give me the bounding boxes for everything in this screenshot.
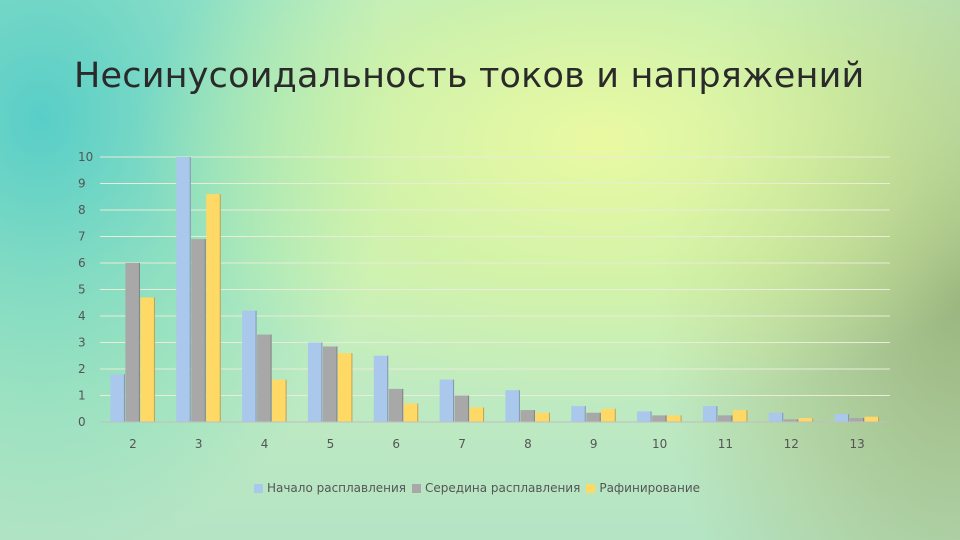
legend-label: Рафинирование	[599, 481, 701, 495]
y-tick-label: 1	[78, 389, 86, 403]
bar-Рафинирование-7	[469, 407, 485, 422]
y-tick-label: 0	[78, 415, 86, 429]
x-axis-ticks: 2 3 4 5 6 7 8 9 10 11 12 13	[129, 437, 865, 451]
legend-item: Рафинирование	[586, 481, 700, 495]
y-tick-label: 6	[78, 256, 86, 270]
bar-Рафинирование-6	[403, 403, 419, 422]
x-tick-label: 11	[718, 437, 733, 451]
bar-Середина расплавления-8	[520, 410, 535, 422]
x-tick-label: 6	[392, 437, 400, 451]
bar-Середина расплавления-4	[257, 334, 272, 422]
y-tick-label: 2	[78, 362, 86, 376]
gridlines	[100, 156, 890, 396]
legend-label: Начало расплавления	[266, 481, 407, 495]
x-tick-label: 8	[524, 437, 532, 451]
bar-Середина расплавления-12	[783, 419, 799, 422]
y-tick-label: 4	[78, 309, 86, 323]
y-axis-ticks: 0 1 2 3 4 5 6 7 8 9 10	[78, 150, 93, 429]
bar-Середина расплавления-13	[849, 418, 865, 422]
x-tick-label: 12	[784, 437, 799, 451]
bar-Середина расплавления-10	[652, 415, 667, 422]
x-tick-label: 13	[849, 437, 864, 451]
bars	[110, 157, 880, 422]
y-tick-label: 8	[78, 203, 86, 217]
bar-Рафинирование-2	[140, 297, 155, 422]
y-tick-label: 9	[78, 177, 86, 191]
bar-Начало расплавления-7	[439, 379, 455, 422]
bar-Начало расплавления-12	[768, 412, 784, 422]
bar-Начало расплавления-9	[571, 406, 586, 422]
bar-Середина расплавления-5	[322, 346, 338, 422]
bar-Начало расплавления-5	[307, 342, 323, 422]
bar-Рафинирование-5	[337, 353, 353, 422]
y-tick-label: 3	[78, 336, 86, 350]
x-tick-label: 3	[195, 437, 203, 451]
legend-swatch	[253, 483, 263, 493]
bar-Начало расплавления-4	[242, 310, 257, 422]
bar-Начало расплавления-13	[834, 414, 850, 422]
bar-Рафинирование-9	[601, 408, 616, 422]
bar-Середина расплавления-11	[717, 415, 733, 422]
x-tick-label: 7	[458, 437, 466, 451]
x-tick-label: 10	[652, 437, 667, 451]
bar-Рафинирование-13	[864, 416, 880, 422]
bar-Рафинирование-11	[732, 410, 748, 422]
bar-Середина расплавления-2	[125, 263, 140, 422]
legend-label: Середина расплавления	[425, 481, 581, 495]
y-tick-label: 5	[78, 283, 86, 297]
bar-Середина расплавления-9	[586, 412, 601, 422]
chart-legend: Начало расплавления Середина расплавления…	[0, 481, 960, 495]
x-tick-label: 4	[261, 437, 269, 451]
bar-Начало расплавления-10	[637, 411, 652, 422]
y-tick-label: 10	[78, 150, 93, 164]
legend-swatch	[586, 483, 596, 493]
legend-swatch	[412, 483, 422, 493]
x-tick-label: 9	[590, 437, 598, 451]
bar-Рафинирование-12	[798, 418, 814, 422]
x-tick-label: 5	[327, 437, 335, 451]
bar-Начало расплавления-11	[702, 406, 718, 422]
bar-Рафинирование-3	[206, 194, 221, 422]
bar-Середина расплавления-7	[454, 395, 470, 422]
bar-Начало расплавления-6	[373, 355, 389, 422]
bar-Начало расплавления-3	[176, 157, 191, 422]
x-tick-label: 2	[129, 437, 137, 451]
bar-Рафинирование-10	[667, 415, 682, 422]
legend-item: Середина расплавления	[412, 481, 580, 495]
bar-Рафинирование-8	[535, 412, 550, 422]
slide-title: Несинусоидальность токов и напряжений	[74, 56, 865, 96]
bar-Начало расплавления-2	[110, 374, 125, 422]
y-tick-label: 7	[78, 230, 86, 244]
bar-Середина расплавления-3	[191, 239, 206, 422]
legend-item: Начало расплавления	[253, 481, 407, 495]
bar-Начало расплавления-8	[505, 390, 520, 422]
bar-Рафинирование-4	[272, 379, 287, 422]
bar-Середина расплавления-6	[388, 388, 404, 422]
